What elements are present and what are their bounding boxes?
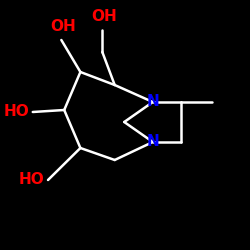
Text: N: N	[146, 134, 159, 150]
Text: OH: OH	[91, 9, 117, 24]
Text: OH: OH	[50, 19, 76, 34]
Text: HO: HO	[18, 172, 44, 188]
Text: HO: HO	[3, 104, 29, 120]
Text: N: N	[146, 94, 159, 110]
